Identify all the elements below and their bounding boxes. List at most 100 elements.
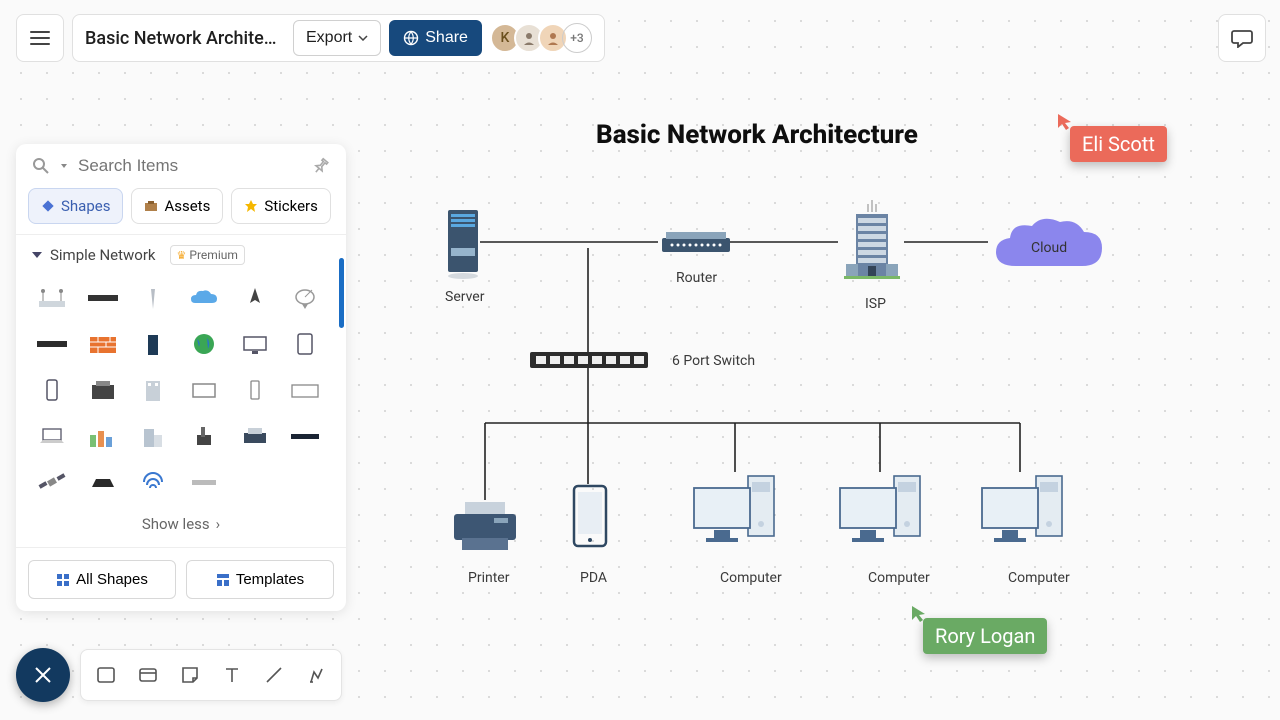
tool-card[interactable]	[129, 656, 167, 694]
search-row	[16, 144, 346, 188]
diamond-icon	[41, 199, 55, 213]
bottom-toolbar	[16, 648, 342, 702]
shape-satellite-dish[interactable]	[287, 283, 323, 313]
star-icon	[244, 199, 258, 213]
search-chevron-icon[interactable]	[60, 163, 68, 169]
shape-display[interactable]	[186, 375, 222, 405]
share-button[interactable]: Share	[389, 20, 482, 56]
cursor-tag-rory: Rory Logan	[923, 618, 1047, 654]
node-computer-2[interactable]	[838, 472, 926, 556]
search-input[interactable]	[78, 156, 302, 176]
shape-widescreen[interactable]	[287, 375, 323, 405]
collapse-icon	[32, 252, 42, 258]
shape-laptop[interactable]	[34, 421, 70, 451]
comment-icon	[1231, 28, 1253, 48]
shape-building-2[interactable]	[135, 421, 171, 451]
shape-hub[interactable]	[186, 467, 222, 497]
title-bar: Basic Network Architect... Export Share …	[72, 14, 605, 62]
label-isp: ISP	[865, 296, 886, 312]
shape-modem[interactable]	[85, 467, 121, 497]
node-server[interactable]	[445, 208, 481, 284]
label-computer-1: Computer	[720, 570, 782, 586]
label-computer-2: Computer	[868, 570, 930, 586]
tool-rectangle[interactable]	[87, 656, 125, 694]
globe-icon	[403, 30, 419, 46]
all-shapes-button[interactable]: All Shapes	[28, 560, 176, 599]
shape-office-building[interactable]	[135, 375, 171, 405]
tool-text[interactable]	[213, 656, 251, 694]
node-computer-1[interactable]	[692, 472, 780, 556]
category-tabs: Shapes Assets Stickers	[16, 188, 346, 234]
node-router[interactable]	[660, 230, 732, 262]
shape-phone-2[interactable]	[237, 375, 273, 405]
template-icon	[216, 573, 230, 587]
document-title[interactable]: Basic Network Architect...	[85, 28, 285, 49]
label-switch: 6 Port Switch	[672, 353, 755, 369]
comment-button[interactable]	[1218, 14, 1266, 62]
shape-antenna-tower[interactable]	[135, 283, 171, 313]
node-isp[interactable]	[838, 200, 908, 296]
search-icon	[32, 157, 50, 175]
label-router: Router	[676, 270, 717, 286]
menu-button[interactable]	[16, 14, 64, 62]
premium-badge: ♛Premium	[170, 245, 245, 265]
diagram-title[interactable]: Basic Network Architecture	[596, 120, 918, 150]
category-name: Simple Network	[50, 246, 156, 264]
shape-printer[interactable]	[237, 421, 273, 451]
avatar-more[interactable]: +3	[562, 23, 592, 53]
label-printer: Printer	[468, 570, 509, 586]
category-header[interactable]: Simple Network ♛Premium	[16, 234, 346, 275]
show-less-button[interactable]: Show less›	[16, 507, 346, 547]
tool-line[interactable]	[255, 656, 293, 694]
shape-tablet[interactable]	[287, 329, 323, 359]
shape-fax[interactable]	[85, 375, 121, 405]
shape-smartphone[interactable]	[34, 375, 70, 405]
pin-icon[interactable]	[308, 153, 333, 178]
tab-shapes[interactable]: Shapes	[28, 188, 123, 224]
shape-empty2	[287, 467, 323, 497]
shape-wifi-router[interactable]	[34, 283, 70, 313]
export-button[interactable]: Export	[293, 20, 381, 56]
shape-1u-server[interactable]	[287, 421, 323, 451]
shape-jet[interactable]	[237, 283, 273, 313]
shape-monitor[interactable]	[237, 329, 273, 359]
panel-footer: All Shapes Templates	[16, 547, 346, 611]
shape-firewall[interactable]	[85, 329, 121, 359]
hamburger-icon	[30, 30, 50, 46]
shape-cityscape[interactable]	[85, 421, 121, 451]
share-label: Share	[425, 29, 468, 47]
close-fab[interactable]	[16, 648, 70, 702]
node-switch[interactable]	[530, 352, 648, 374]
shape-cloud[interactable]	[186, 283, 222, 313]
panel-scrollbar[interactable]	[339, 258, 344, 328]
tab-stickers[interactable]: Stickers	[231, 188, 331, 224]
label-pda: PDA	[580, 570, 607, 586]
briefcase-icon	[144, 199, 158, 213]
collaborator-avatars[interactable]: K +3	[490, 14, 592, 62]
tool-pen[interactable]	[297, 656, 335, 694]
shape-satellite[interactable]	[34, 467, 70, 497]
tab-assets[interactable]: Assets	[131, 188, 223, 224]
shape-grid	[16, 275, 346, 507]
shape-switch-2[interactable]	[34, 329, 70, 359]
node-computer-3[interactable]	[980, 472, 1068, 556]
chevron-down-icon	[358, 35, 368, 41]
node-printer[interactable]	[450, 500, 520, 560]
shape-wifi-signal[interactable]	[135, 467, 171, 497]
node-pda[interactable]	[572, 484, 608, 554]
label-computer-3: Computer	[1008, 570, 1070, 586]
chevron-right-icon: ›	[216, 515, 221, 533]
tool-sticky[interactable]	[171, 656, 209, 694]
close-icon	[34, 666, 52, 684]
templates-button[interactable]: Templates	[186, 560, 334, 599]
shape-server-tower[interactable]	[135, 329, 171, 359]
label-server: Server	[445, 289, 484, 305]
shape-rack-switch[interactable]	[85, 283, 121, 313]
shape-globe[interactable]	[186, 329, 222, 359]
cursor-tag-eli: Eli Scott	[1070, 126, 1167, 162]
grid-icon	[56, 573, 70, 587]
crown-icon: ♛	[177, 249, 187, 262]
shapes-panel: Shapes Assets Stickers Simple Network ♛P…	[16, 144, 346, 611]
shape-empty1	[237, 467, 273, 497]
shape-deskphone[interactable]	[186, 421, 222, 451]
